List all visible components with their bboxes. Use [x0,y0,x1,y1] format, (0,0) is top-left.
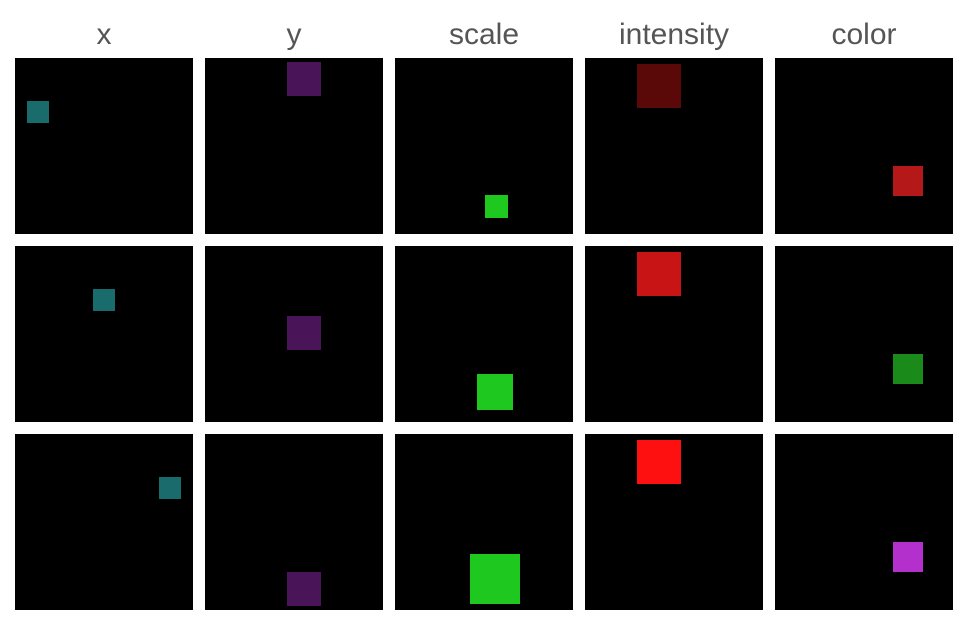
grid-row [15,246,965,422]
panel [775,434,953,610]
header-row: x y scale intensity color [15,18,965,52]
grid-row [15,58,965,234]
square [470,554,520,604]
panel [15,434,193,610]
square [485,195,508,218]
grid-body [15,58,965,610]
panel [775,246,953,422]
col-header-scale: scale [395,18,573,52]
square [287,316,321,350]
panel [585,58,763,234]
square [637,252,681,296]
panel [205,58,383,234]
square [893,542,923,572]
panel [395,434,573,610]
square [93,289,115,311]
panel [15,246,193,422]
panel [775,58,953,234]
panel [585,434,763,610]
square [27,101,49,123]
grid-row [15,434,965,610]
square [893,354,923,384]
panel [395,58,573,234]
square [637,440,681,484]
col-header-color: color [775,18,953,52]
square [893,166,923,196]
square [477,374,513,410]
panel [205,246,383,422]
figure-container: x y scale intensity color [0,0,965,610]
panel [15,58,193,234]
col-header-x: x [15,18,193,52]
panel [205,434,383,610]
square [287,572,321,606]
panel [585,246,763,422]
square [159,477,181,499]
square [287,62,321,96]
col-header-y: y [205,18,383,52]
square [637,64,681,108]
panel [395,246,573,422]
col-header-intensity: intensity [585,18,763,52]
